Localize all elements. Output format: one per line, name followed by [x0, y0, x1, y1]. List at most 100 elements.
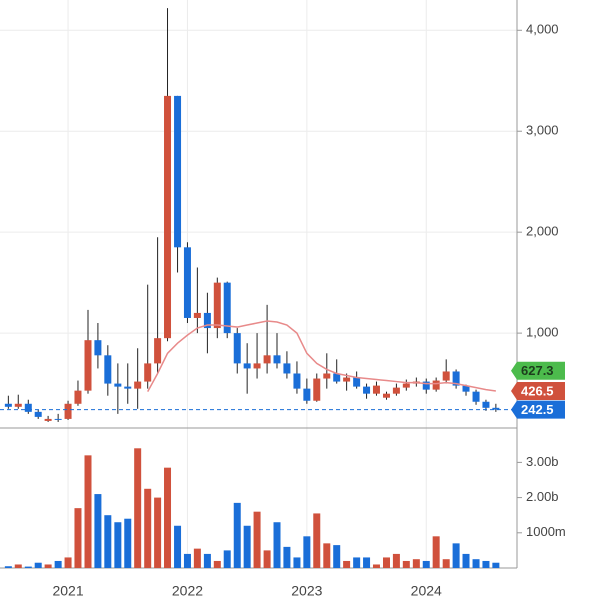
volume-tick-label: 3.00b	[526, 454, 559, 469]
volume-bar	[462, 553, 470, 568]
volume-bar	[233, 502, 241, 568]
candle-body	[422, 381, 430, 390]
candle-body	[313, 378, 321, 401]
candle-body	[452, 371, 460, 386]
candle-body	[392, 387, 400, 394]
candle-body	[243, 363, 251, 369]
volume-bar	[313, 513, 321, 568]
candle-body	[154, 338, 162, 364]
volume-bar	[343, 560, 351, 568]
candle-body	[213, 282, 221, 329]
price-marker-label: 627.3	[521, 363, 554, 378]
volume-bar	[353, 557, 361, 568]
y-tick-label: 1,000	[526, 325, 559, 340]
candle-body	[203, 312, 211, 329]
candle-body	[44, 418, 52, 421]
volume-bar	[422, 560, 430, 568]
volume-bar	[452, 543, 460, 568]
candle-body	[303, 388, 311, 401]
volume-bar	[412, 559, 420, 568]
volume-bar	[213, 560, 221, 568]
price-marker-label: 242.5	[521, 402, 554, 417]
candle-body	[193, 312, 201, 318]
candle-body	[293, 373, 301, 389]
candle-body	[104, 355, 112, 384]
price-marker	[511, 361, 565, 380]
candle-body	[164, 95, 172, 339]
volume-bar	[243, 525, 251, 568]
candle-body	[482, 401, 490, 408]
volume-bar	[193, 548, 201, 568]
candle-body	[223, 282, 231, 334]
price-marker	[511, 382, 565, 401]
candle-body	[84, 340, 92, 391]
volume-bar	[323, 543, 331, 568]
candle-body	[14, 403, 22, 407]
candle-body	[343, 377, 351, 382]
candle-body	[363, 386, 371, 394]
price-marker-label: 426.5	[521, 383, 554, 398]
volume-bar	[24, 566, 32, 568]
candle-body	[273, 355, 281, 364]
candle-body	[134, 381, 142, 389]
volume-bar	[174, 525, 182, 568]
volume-bar	[303, 536, 311, 568]
moving-average	[147, 320, 496, 393]
candle-body	[233, 333, 241, 364]
y-tick-label: 3,000	[526, 123, 559, 138]
candle-body	[472, 391, 480, 402]
volume-bar	[14, 564, 22, 568]
volume-bar	[104, 515, 112, 568]
candle-body	[382, 393, 390, 398]
candle-body	[64, 403, 72, 419]
candle-body	[492, 407, 500, 410]
volume-bar	[223, 550, 231, 568]
volume-tick-label: 2.00b	[526, 489, 559, 504]
volume-bar	[124, 518, 132, 568]
candle-body	[283, 363, 291, 374]
candle-body	[432, 380, 440, 390]
volume-bar	[54, 560, 62, 568]
candle-body	[402, 383, 410, 388]
volume-bar	[283, 546, 291, 568]
volume-bar	[472, 559, 480, 568]
grid	[0, 0, 517, 568]
candle-body	[462, 385, 470, 392]
y-tick-label: 2,000	[526, 224, 559, 239]
candle-body	[4, 403, 12, 407]
volume-bar	[392, 553, 400, 568]
volume-bar	[34, 562, 42, 568]
volume-bar	[293, 557, 301, 568]
candle-body	[263, 355, 271, 364]
volume-bar	[74, 508, 82, 568]
candle-body	[74, 390, 82, 404]
candle-body	[34, 411, 42, 417]
volume-bar	[144, 488, 152, 568]
candle-body	[323, 373, 331, 379]
candle-body	[94, 340, 102, 356]
volume-bar	[114, 522, 122, 568]
candle-body	[183, 247, 191, 318]
volume-bar	[253, 511, 261, 568]
volume-bar	[382, 557, 390, 568]
volume-bar	[134, 448, 142, 568]
y-tick-label: 4,000	[526, 22, 559, 37]
candle-body	[333, 373, 341, 382]
volume-bar	[402, 560, 410, 568]
volume-bar	[64, 557, 72, 568]
volume-bar	[4, 566, 12, 568]
volume-bar	[183, 553, 191, 568]
candle-body	[114, 383, 122, 387]
candle-body	[24, 403, 32, 412]
candle-body	[124, 386, 132, 389]
volume-tick-label: 1000m	[526, 524, 566, 539]
x-tick-label: 2024	[411, 583, 442, 599]
volume-bar	[442, 559, 450, 568]
candle-body	[144, 363, 152, 382]
x-tick-label: 2023	[291, 583, 322, 599]
volume-bar	[372, 564, 380, 568]
volume-bar	[203, 553, 211, 568]
volume-bar	[154, 497, 162, 568]
volume-bar	[94, 494, 102, 568]
